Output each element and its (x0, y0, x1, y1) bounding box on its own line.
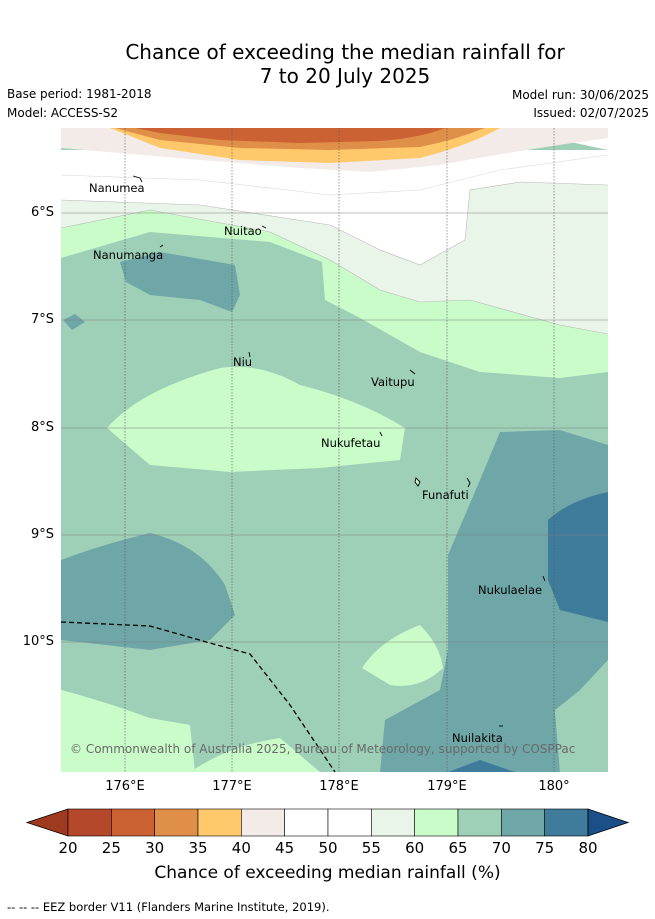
issued-date: Issued: 02/07/2025 (533, 106, 649, 120)
lat-label-8s: 8°S (30, 420, 54, 435)
graticule-lat (61, 212, 608, 643)
zone-60-65-south (362, 625, 443, 686)
lat-label-10s: 10°S (22, 634, 54, 649)
lat-label-6s: 6°S (30, 205, 54, 220)
contour-line-55 (61, 181, 608, 266)
place-funafuti: Funafuti (422, 488, 469, 502)
zone-55-60 (61, 182, 608, 334)
colorbar-segment (501, 808, 545, 837)
model-run: Model run: 30/06/2025 (511, 88, 649, 102)
island-outlines (132, 175, 546, 727)
colorbar-tick-label: 75 (535, 839, 555, 857)
colorbar-segment (241, 808, 285, 837)
zone-75-80-south (448, 760, 515, 772)
colorbar-tick-label: 55 (361, 839, 381, 857)
colorbar-extend-low (25, 808, 69, 837)
colorbar-tick-label: 35 (188, 839, 208, 857)
place-nanumea: Nanumea (89, 181, 145, 195)
colorbar-tick-label: 60 (405, 839, 425, 857)
zone-70-75-northwest (120, 252, 240, 312)
place-nanumanga: Nanumanga (93, 248, 164, 262)
place-niu: Niu (233, 355, 253, 369)
colorbar-segment (544, 808, 589, 837)
place-nukulaelae: Nukulaelae (478, 583, 543, 597)
zone-70-75-islet (63, 314, 85, 330)
eez-border (61, 621, 336, 772)
lon-label-176e: 176°E (105, 779, 145, 794)
lon-label-179e: 179°E (427, 779, 467, 794)
colorbar-tick-label: 65 (448, 839, 468, 857)
colorbar-segment (111, 808, 155, 837)
colorbar-segment (67, 808, 112, 837)
lon-label-178e: 178°E (319, 779, 359, 794)
zone-75-80 (548, 492, 608, 622)
colorbar (25, 808, 630, 837)
colorbar-tick-label: 80 (578, 839, 598, 857)
colorbar-tick-label: 25 (101, 839, 121, 857)
graticule (124, 128, 555, 772)
model-name: Model: ACCESS-S2 (7, 106, 119, 120)
zone-60-65-central (107, 366, 405, 472)
base-period: Base period: 1981-2018 (7, 87, 152, 101)
colorbar-tick-label: 45 (275, 839, 295, 857)
contour-line-60 (61, 209, 608, 335)
zone-60-65-southwest (61, 690, 195, 772)
colorbar-title: Chance of exceeding median rainfall (%) (154, 863, 501, 883)
place-nukufetau: Nukufetau (321, 436, 381, 450)
lon-label-177e: 177°E (212, 779, 252, 794)
zone-white-north (61, 150, 608, 265)
colorbar-segment (154, 808, 199, 837)
lat-label-7s: 7°S (30, 312, 54, 327)
copyright-notice: © Commonwealth of Australia 2025, Bureau… (70, 742, 576, 756)
colorbar-tick-label: 40 (231, 839, 251, 857)
contour-line-50 (61, 154, 608, 196)
place-nuitao: Nuitao (224, 224, 262, 238)
lat-label-9s: 9°S (30, 527, 54, 542)
zone-70-75-east (380, 430, 608, 772)
colorbar-segment (371, 808, 415, 837)
eez-footnote: -- -- -- EEZ border V11 (Flanders Marine… (7, 900, 330, 914)
colorbar-tick-label: 70 (491, 839, 511, 857)
map-title: Chance of exceeding the median rainfall … (0, 40, 655, 88)
zone-65-70-southeast (555, 660, 608, 772)
colorbar-segment (284, 808, 329, 837)
zone-70-75-southwest (61, 533, 235, 650)
colorbar-tick-label: 50 (318, 839, 338, 857)
zone-60-65-south-center (190, 738, 320, 772)
title-line-1: Chance of exceeding the median rainfall … (125, 40, 565, 64)
title-line-2: 7 to 20 July 2025 (259, 64, 431, 88)
place-nuilakita: Nuilakita (452, 731, 503, 745)
place-vaitupu: Vaitupu (371, 375, 415, 389)
contour-fills (61, 128, 608, 772)
colorbar-segment (457, 808, 502, 837)
lon-label-180: 180° (538, 779, 570, 794)
colorbar-segment (414, 808, 459, 837)
colorbar-tick-label: 20 (58, 839, 78, 857)
colorbar-segment (197, 808, 242, 837)
colorbar-segment (327, 808, 372, 837)
colorbar-tick-label: 30 (145, 839, 165, 857)
zone-60-65-north (61, 210, 608, 378)
colorbar-extend-high (587, 808, 630, 837)
zone-25-30 (135, 128, 445, 143)
